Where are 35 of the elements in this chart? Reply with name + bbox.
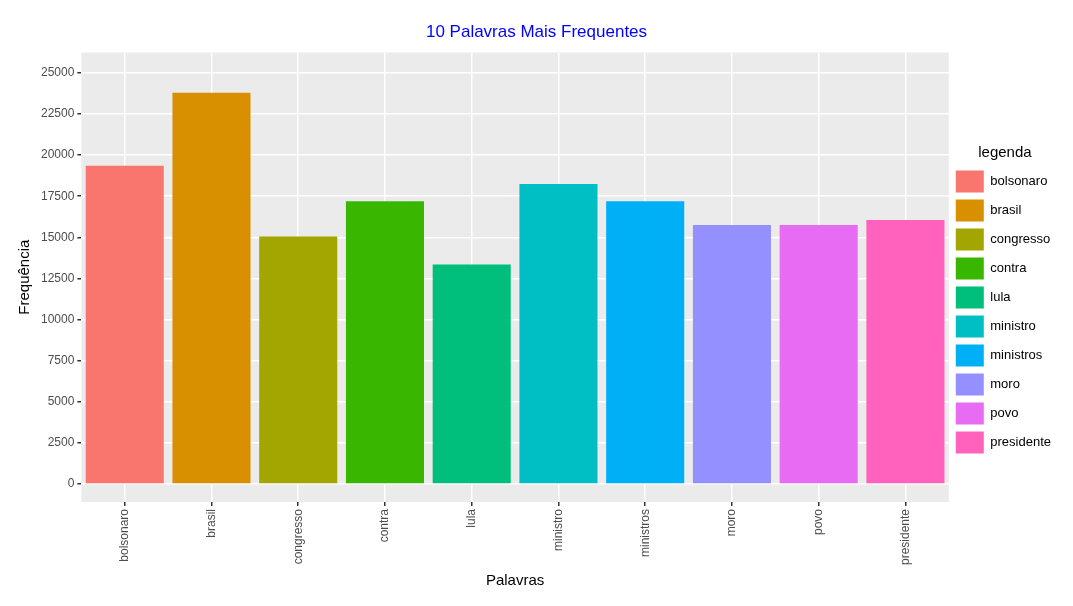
x-tick-label: moro [724,508,739,537]
y-tick-label: 10000 [40,311,75,326]
x-tick-label: brasil [203,508,218,538]
legend-label: brasil [990,202,1022,218]
legend-label: contra [990,260,1028,276]
legend-label: ministro [990,318,1036,334]
legend-title: legenda [978,143,1033,161]
y-tick-label: 25000 [40,65,75,80]
legend-label: congresso [990,231,1051,247]
legend-label: moro [990,376,1020,392]
chart-title: 10 Palavras Mais Frequentes [425,21,648,41]
y-tick-label: 0 [67,476,75,491]
y-tick-label: 20000 [40,147,75,162]
x-tick-label: lula [464,508,479,528]
legend-label: lula [990,289,1012,305]
x-tick-label: contra [377,508,392,543]
x-tick-label: bolsonaro [117,508,132,562]
y-tick-label: 17500 [40,188,75,203]
x-tick-label: ministro [550,508,565,551]
legend-label: bolsonaro [990,173,1048,189]
legend-label: ministros [990,347,1043,363]
y-tick-label: 5000 [47,394,75,409]
y-tick-label: 7500 [47,352,75,367]
y-tick-label: 2500 [47,435,75,450]
x-tick-label: povo [810,508,825,535]
y-tick-label: 15000 [40,229,75,244]
x-axis-title: Palavras [485,571,545,589]
y-tick-label: 12500 [40,270,75,285]
x-tick-label: presidente [897,508,912,566]
y-axis-title: Frequência [15,239,33,315]
y-tick-label: 22500 [40,106,75,121]
x-tick-label: congresso [290,508,305,565]
legend-label: presidente [990,434,1052,450]
x-tick-label: ministros [637,508,652,557]
legend-label: povo [990,405,1019,421]
